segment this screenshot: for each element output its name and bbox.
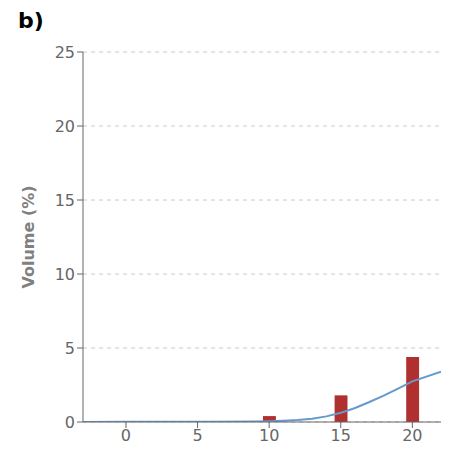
svg-text:10: 10 — [259, 426, 279, 445]
svg-text:25: 25 — [55, 43, 75, 62]
svg-text:5: 5 — [65, 339, 75, 358]
svg-text:15: 15 — [331, 426, 351, 445]
svg-text:0: 0 — [121, 426, 131, 445]
svg-text:10: 10 — [55, 265, 75, 284]
svg-text:Volume (%): Volume (%) — [19, 185, 38, 288]
svg-text:0: 0 — [65, 413, 75, 432]
html-text:b): b) — [18, 8, 44, 33]
svg-text:15: 15 — [55, 191, 75, 210]
svg-text:5: 5 — [192, 426, 202, 445]
svg-text:20: 20 — [55, 117, 75, 136]
svg-text:20: 20 — [402, 426, 422, 445]
